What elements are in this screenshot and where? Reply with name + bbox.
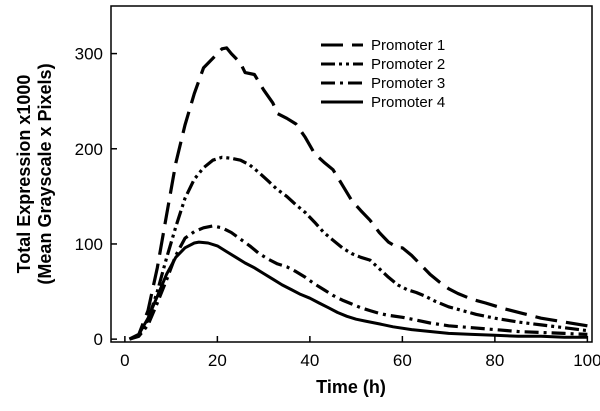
y-axis: 0 100 200 300 (75, 45, 117, 349)
legend: Promoter 1 Promoter 2 Promoter 3 Promoter 4 (321, 37, 445, 111)
y-axis-title-line-2: (Mean Grayscale x Pixels) (35, 63, 55, 284)
x-tick-label: 40 (300, 351, 319, 370)
legend-label: Promoter 4 (371, 94, 445, 111)
x-tick-label: 100 (573, 351, 600, 370)
legend-label: Promoter 1 (371, 37, 445, 54)
legend-label: Promoter 2 (371, 56, 445, 73)
series-line-promoter-4 (128, 240, 588, 341)
y-axis-title-line-1: Total Expression x1000 (14, 75, 34, 274)
series-line-promoter-2 (128, 155, 588, 341)
x-tick-label: 0 (120, 351, 129, 370)
x-axis: 0 20 40 60 80 100 (120, 336, 600, 370)
series-layer (128, 46, 588, 341)
y-tick-label: 200 (75, 140, 103, 159)
y-tick-label: 300 (75, 45, 103, 64)
series-line-promoter-3 (129, 224, 588, 341)
x-tick-label: 20 (208, 351, 227, 370)
y-tick-label: 100 (75, 235, 103, 254)
plot-frame (110, 5, 593, 343)
series-line-promoter-1 (128, 46, 588, 341)
legend-label: Promoter 3 (371, 75, 445, 92)
y-tick-label: 0 (94, 330, 103, 349)
x-tick-label: 80 (485, 351, 504, 370)
x-axis-title: Time (h) (316, 377, 386, 397)
x-tick-label: 60 (393, 351, 412, 370)
